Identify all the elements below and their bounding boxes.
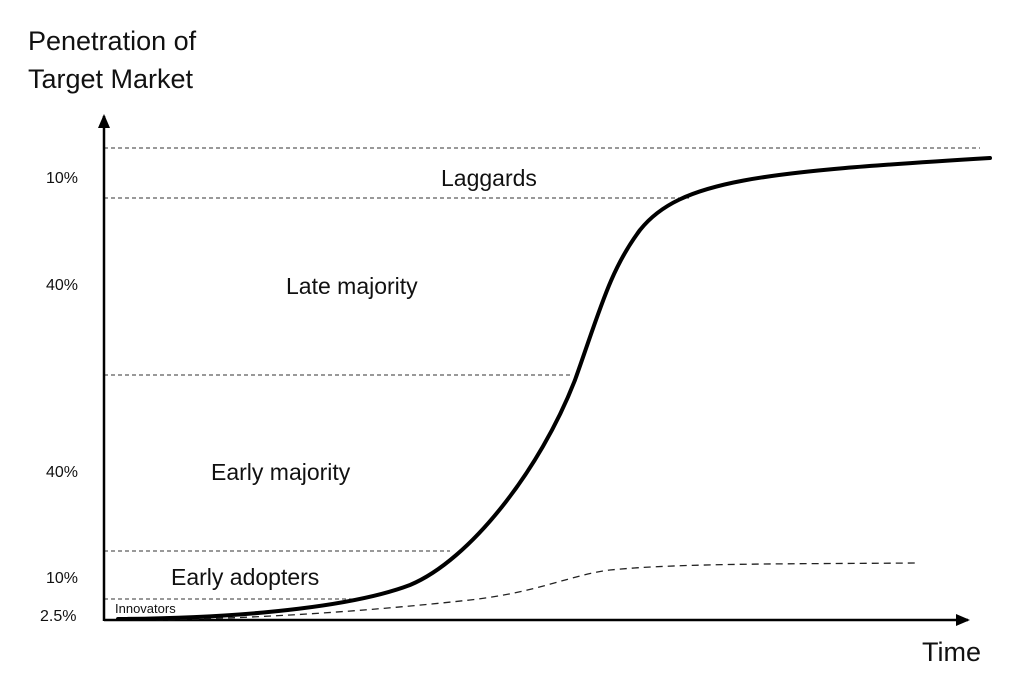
adoption-s-curve — [116, 156, 992, 621]
share-label-late-majority: 40% — [46, 277, 78, 294]
x-axis-label: Time — [922, 637, 981, 667]
share-label-early-adopters: 10% — [46, 570, 78, 587]
share-label-innovators: 2.5% — [40, 608, 76, 625]
y-axis-label-line-2: Target Market — [28, 64, 194, 94]
share-label-early-majority: 40% — [46, 464, 78, 481]
segment-early-majority: Early majority — [211, 459, 351, 485]
segment-laggards: Laggards — [441, 165, 537, 191]
adoption-rate-dashed-curve — [119, 562, 916, 621]
segment-innovators: Innovators — [115, 601, 176, 616]
share-label-laggards: 10% — [46, 170, 78, 187]
segment-early-adopters: Early adopters — [171, 564, 319, 590]
segment-late-majority: Late majority — [286, 273, 418, 299]
y-axis-label-line-1: Penetration of — [28, 26, 197, 56]
